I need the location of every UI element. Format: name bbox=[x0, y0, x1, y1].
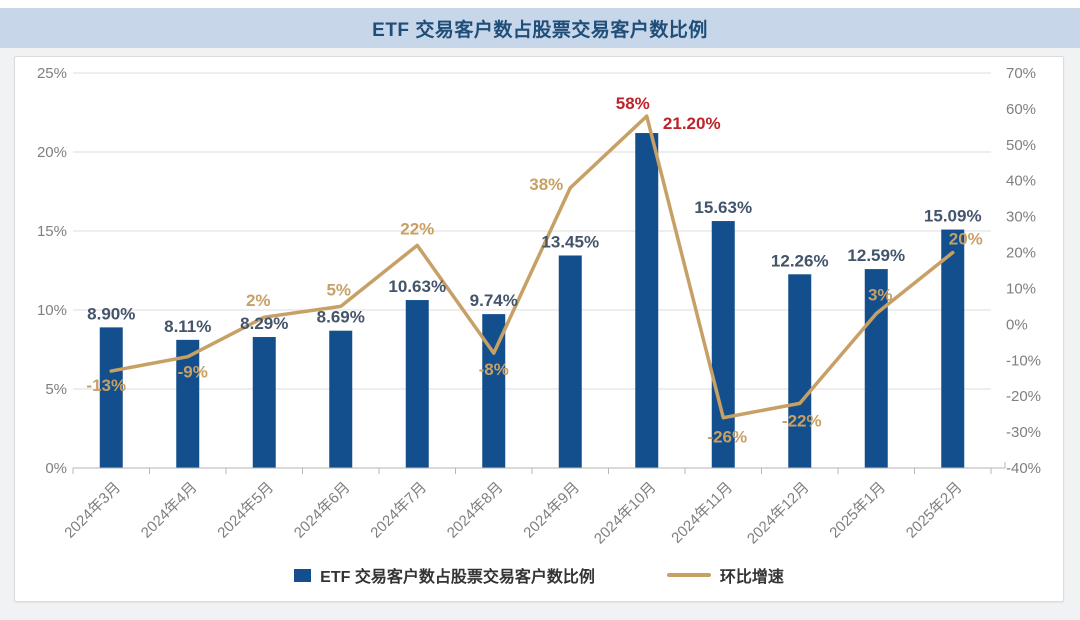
line-value-label: -26% bbox=[707, 428, 747, 447]
left-axis-tick-label: 5% bbox=[45, 381, 67, 398]
left-axis-tick-label: 15% bbox=[37, 223, 67, 240]
bar-series-swatch bbox=[294, 568, 312, 582]
bar-series-label: ETF 交易客户数占股票交易客户数比例 bbox=[320, 569, 595, 586]
bar-value-label: 21.20% bbox=[663, 114, 721, 133]
right-axis-tick-label: 50% bbox=[1006, 137, 1036, 154]
bar-value-label: 8.69% bbox=[317, 308, 365, 327]
right-axis-tick-label: 60% bbox=[1006, 101, 1036, 118]
right-axis-tick-label: 0% bbox=[1006, 316, 1028, 333]
right-axis-tick-label: 10% bbox=[1006, 280, 1036, 297]
bar-value-label: 8.11% bbox=[164, 317, 211, 336]
left-axis-tick-label: 20% bbox=[37, 144, 67, 161]
x-axis-category-label: 2025年2月 bbox=[903, 479, 966, 542]
line-series-label: 环比增速 bbox=[719, 569, 784, 586]
right-axis-tick-label: 40% bbox=[1006, 173, 1036, 190]
x-axis-category-label: 2024年8月 bbox=[444, 479, 507, 542]
bar bbox=[176, 339, 200, 468]
x-axis-category-label: 2024年10月 bbox=[591, 479, 660, 548]
x-axis-category-label: 2025年1月 bbox=[826, 479, 889, 542]
right-axis-tick-label: -40% bbox=[1006, 460, 1041, 477]
x-axis-category-label: 2024年12月 bbox=[744, 479, 813, 548]
bar-value-label: 15.63% bbox=[694, 198, 752, 217]
line-value-label: 3% bbox=[868, 286, 893, 305]
bar bbox=[482, 314, 506, 468]
line-value-label: 22% bbox=[400, 219, 434, 238]
bar-value-label: 12.59% bbox=[847, 246, 905, 265]
right-axis-tick-label: -10% bbox=[1006, 352, 1041, 369]
bar-value-label: 8.90% bbox=[87, 304, 135, 323]
bar-value-label: 15.09% bbox=[924, 207, 982, 226]
line-value-label: -22% bbox=[782, 411, 822, 430]
line-value-label: -8% bbox=[479, 360, 509, 379]
bar bbox=[941, 229, 965, 468]
bar-value-label: 9.74% bbox=[470, 291, 518, 310]
legend: ETF 交易客户数占股票交易客户数比例 环比增速 bbox=[15, 563, 1063, 587]
legend-item-bar-series: ETF 交易客户数占股票交易客户数比例 bbox=[294, 563, 595, 587]
line-value-label: 2% bbox=[246, 291, 271, 310]
bar bbox=[711, 221, 735, 468]
line-value-label: 58% bbox=[616, 94, 650, 113]
chart-title: ETF 交易客户数占股票交易客户数比例 bbox=[372, 19, 708, 41]
bar bbox=[405, 300, 429, 468]
x-axis-category-label: 2024年3月 bbox=[61, 479, 124, 542]
line-series-swatch bbox=[666, 573, 711, 577]
x-axis-category-label: 2024年7月 bbox=[367, 479, 430, 542]
bar bbox=[635, 133, 659, 468]
growth-line bbox=[109, 114, 955, 420]
left-axis-tick-label: 10% bbox=[37, 302, 67, 319]
bar-value-label: 12.26% bbox=[771, 251, 829, 270]
chart-title-band: ETF 交易客户数占股票交易客户数比例 bbox=[0, 8, 1080, 48]
combo-chart: 8.90% 8.11% 8.29% 8.69% 10.63% 9.74% 13.45% 21.… bbox=[37, 65, 1041, 548]
line-value-label: 5% bbox=[326, 280, 351, 299]
x-axis-category-label: 2024年6月 bbox=[291, 479, 354, 542]
left-axis-tick-label: 25% bbox=[37, 65, 67, 82]
left-axis-tick-label: 0% bbox=[45, 460, 67, 477]
bar bbox=[788, 274, 812, 468]
bar bbox=[99, 327, 123, 468]
bar bbox=[252, 337, 276, 468]
bar-value-label: 8.29% bbox=[240, 314, 288, 333]
x-axis-category-label: 2024年9月 bbox=[520, 479, 583, 542]
x-axis-category-label: 2024年5月 bbox=[214, 479, 277, 542]
line-value-label: -13% bbox=[86, 376, 126, 395]
bar bbox=[558, 255, 582, 468]
x-axis-category-label: 2024年11月 bbox=[668, 479, 736, 547]
x-axis-category-label: 2024年4月 bbox=[138, 479, 201, 542]
bar-value-label: 10.63% bbox=[388, 277, 446, 296]
right-axis-tick-label: 30% bbox=[1006, 209, 1036, 226]
line-value-label: 20% bbox=[949, 230, 983, 249]
bar-value-label: 13.45% bbox=[541, 232, 599, 251]
right-axis-tick-label: -30% bbox=[1006, 424, 1041, 441]
bar bbox=[329, 330, 353, 468]
right-axis-tick-label: 20% bbox=[1006, 245, 1036, 262]
line-value-label: -9% bbox=[178, 363, 208, 382]
chart-panel: 8.90% 8.11% 8.29% 8.69% 10.63% 9.74% 13.45% 21.… bbox=[14, 56, 1064, 602]
legend-item-line-series: 环比增速 bbox=[666, 563, 784, 587]
right-axis-tick-label: -20% bbox=[1006, 388, 1041, 405]
right-axis-tick-label: 70% bbox=[1006, 65, 1036, 82]
line-value-label: 38% bbox=[529, 175, 563, 194]
